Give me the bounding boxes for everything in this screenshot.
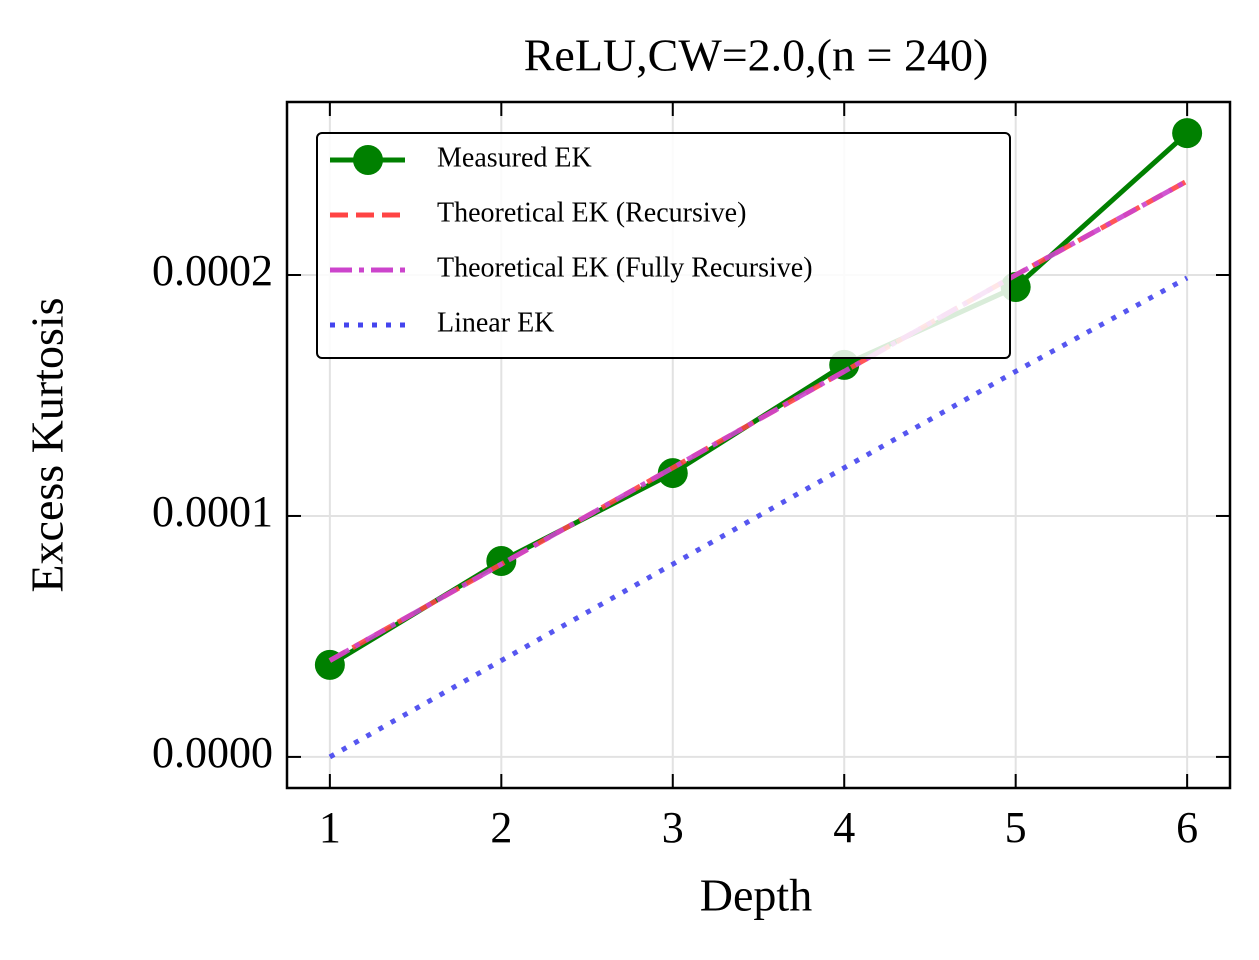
- series-line: [328, 178, 1189, 663]
- x-tick-label: 6: [1176, 803, 1198, 852]
- x-tick-label: 3: [662, 803, 684, 852]
- x-axis-label: Depth: [700, 870, 812, 921]
- plot-frame: [285, 100, 1232, 790]
- legend-label: Theoretical EK (Recursive): [437, 197, 746, 228]
- legend-label: Measured EK: [437, 142, 592, 173]
- legend-marker: [353, 145, 383, 175]
- y-tick-label: 0.0001: [152, 487, 273, 536]
- legend-label: Theoretical EK (Fully Recursive): [437, 252, 813, 283]
- x-tick-label: 1: [319, 803, 341, 852]
- y-tick-label: 0.0002: [152, 246, 273, 295]
- series-line: [328, 275, 1189, 760]
- y-tick-label: 0.0000: [152, 728, 273, 777]
- chart-title: ReLU,CW=2.0,(n = 240): [524, 30, 989, 81]
- x-tick-label: 4: [833, 803, 855, 852]
- legend-frame: [316, 132, 1011, 359]
- x-tick-label: 5: [1005, 803, 1027, 852]
- x-tick-label: 2: [490, 803, 512, 852]
- y-axis-label: Excess Kurtosis: [22, 297, 73, 592]
- marker: [1172, 118, 1203, 149]
- legend-label: Linear EK: [437, 307, 554, 338]
